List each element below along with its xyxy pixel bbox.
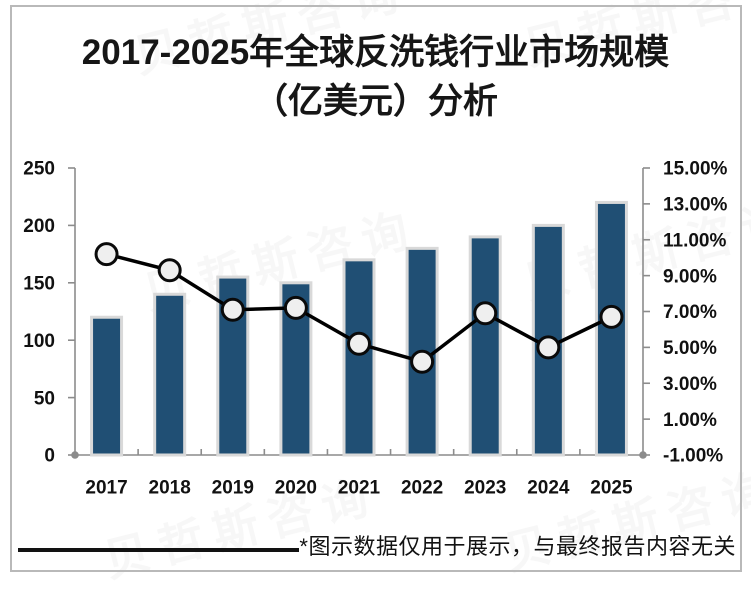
x-axis-label: 2023	[464, 478, 506, 499]
x-axis-label: 2025	[590, 478, 633, 499]
right-axis-tick-label: 11.00%	[663, 230, 726, 251]
line-marker	[536, 335, 561, 360]
x-axis-label: 2022	[401, 478, 443, 499]
line-marker	[220, 297, 245, 322]
bar	[90, 315, 124, 457]
x-axis-label: 2024	[527, 478, 570, 499]
line-marker	[347, 331, 371, 356]
left-axis-tick-label: 50	[34, 388, 55, 409]
left-axis-tick-label: 100	[23, 331, 55, 352]
bar	[153, 292, 187, 457]
right-axis-tick-label: 9.00%	[663, 266, 717, 287]
x-axis-label: 2021	[338, 478, 381, 499]
chart-title: 2017-2025年全球反洗钱行业市场规模 （亿美元）分析	[0, 28, 751, 126]
right-axis-tick-label: 1.00%	[663, 410, 717, 431]
line-marker	[473, 301, 498, 326]
right-axis-tick-label: 13.00%	[663, 195, 728, 216]
line-marker	[94, 242, 119, 267]
bar	[468, 235, 502, 457]
bar	[342, 258, 376, 457]
right-axis-tick-label: -1.00%	[663, 446, 723, 467]
chart-title-line2: （亿美元）分析	[252, 82, 498, 121]
left-axis-tick-label: 200	[23, 216, 55, 237]
footer-divider-line	[18, 548, 299, 552]
left-axis-tick-label: 0	[44, 446, 55, 467]
left-axis-tick-label: 150	[23, 273, 55, 294]
chart-title-line1: 2017-2025年全球反洗钱行业市场规模	[81, 33, 670, 72]
line-marker	[599, 304, 624, 329]
x-axis-label: 2020	[275, 478, 317, 499]
x-axis-label: 2017	[85, 478, 127, 499]
axis-origin-dot	[71, 451, 79, 459]
line-marker	[283, 295, 308, 320]
right-axis-tick-label: 15.00%	[663, 159, 728, 180]
line-marker	[410, 349, 435, 374]
footer-disclaimer: *图示数据仅用于展示，与最终报告内容无关	[299, 534, 736, 559]
right-axis-tick-label: 3.00%	[663, 374, 717, 395]
line-marker	[157, 258, 182, 283]
left-axis-tick-label: 250	[23, 159, 55, 180]
right-axis-tick-label: 7.00%	[663, 302, 717, 323]
x-axis-label: 2019	[212, 478, 254, 499]
axis-end-dot	[639, 451, 647, 459]
x-axis-label: 2018	[149, 478, 191, 499]
right-axis-tick-label: 5.00%	[663, 338, 717, 359]
